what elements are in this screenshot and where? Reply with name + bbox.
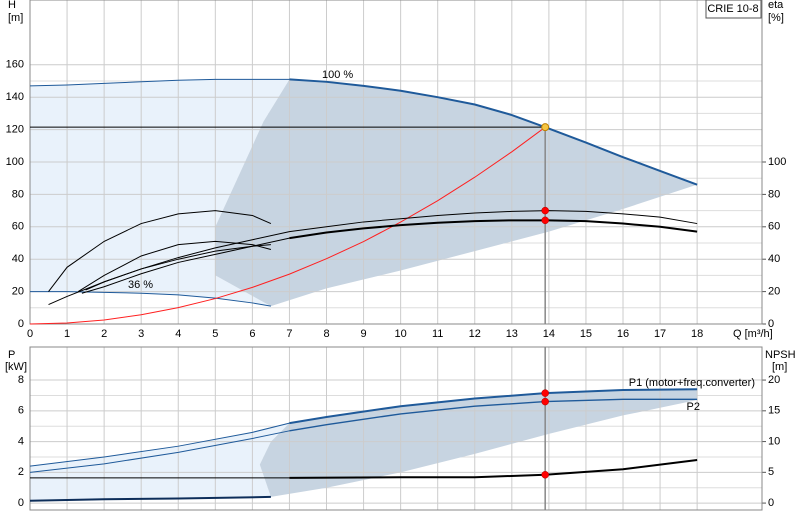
operating-area [259,389,698,497]
operating-point [541,123,550,132]
curve [289,388,698,425]
x-tick-label: 15 [580,328,592,340]
curve [289,459,698,479]
curve-label: P2 [687,401,700,413]
y2-tick-label: 20 [768,286,780,298]
x-tick-label: 0 [27,328,33,340]
curve [77,240,272,293]
y2-tick-label: 20 [768,374,780,386]
y2-axis-label: NPSH [765,349,796,361]
y-tick-label: 60 [12,221,24,233]
operating-area [30,423,290,501]
y2-tick-label: 60 [768,221,780,233]
y2-tick-label: 0 [768,497,774,509]
curve [48,244,271,306]
x-tick-label: 4 [175,328,181,340]
x-tick-label: 9 [361,328,367,340]
curve-label: 36 % [128,279,153,291]
x-tick-label: 14 [543,328,555,340]
y2-axis-label: eta [768,0,784,11]
chart-title: CRIE 10-8 [707,3,758,15]
y-tick-label: 100 [6,156,24,168]
y2-tick-label: 5 [768,466,774,478]
y-tick-label: 4 [18,435,24,447]
y-tick-label: 140 [6,91,24,103]
curve [29,495,271,502]
y-tick-label: 40 [12,253,24,265]
curve [289,78,698,186]
x-tick-label: 11 [432,328,443,340]
y2-tick-label: 100 [768,156,786,168]
y-tick-label: 8 [18,374,24,386]
x-tick-label: 2 [101,328,107,340]
y2-tick-label: 80 [768,188,780,200]
x-tick-label: 7 [286,328,292,340]
x-tick-label: 5 [212,328,218,340]
x-tick-label: 8 [323,328,329,340]
curve [85,210,698,291]
duty-point [541,471,549,479]
y2-tick-label: 10 [768,435,780,447]
curve-label: P1 (motor+freq.converter) [629,377,755,389]
x-tick-label: 6 [249,328,255,340]
y-tick-label: 120 [6,124,24,136]
x-tick-label: 12 [469,328,481,340]
y2-tick-label: 40 [768,253,780,265]
y-tick-label: 0 [18,497,24,509]
curve-label: 100 % [322,69,353,81]
x-tick-label: 17 [654,328,666,340]
plot-border [29,0,763,325]
curve [289,398,698,432]
y-axis-label: [m] [8,12,23,24]
curve [48,210,272,292]
curve [29,126,546,325]
y-tick-label: 0 [18,318,24,330]
plot-border [29,346,763,511]
duty-point [541,389,549,397]
y2-axis-label: [%] [768,12,784,24]
x-tick-label: 16 [617,328,629,340]
title-box [705,0,762,19]
x-tick-label: 3 [138,328,144,340]
operating-area [215,79,698,307]
curve [29,422,290,467]
y2-tick-label: 0 [768,318,774,330]
duty-point [541,206,549,215]
x-axis-label: Q [m³/h] [733,328,773,340]
y2-tick-label: 15 [768,405,780,417]
curve [29,430,290,473]
curve [30,291,271,307]
curve [289,219,698,240]
x-tick-label: 13 [506,328,518,340]
y-tick-label: 2 [18,466,24,478]
y-tick-label: 160 [6,59,24,71]
y-axis-label: H [8,0,16,11]
x-tick-label: 1 [64,328,70,340]
curve [29,78,290,87]
y-axis-label: [kW] [5,361,27,373]
x-tick-label: 10 [395,328,407,340]
x-tick-label: 18 [691,328,703,340]
duty-point [541,216,549,225]
y-tick-label: 20 [12,286,24,298]
y-tick-label: 80 [12,188,24,200]
y-axis-label: P [8,349,15,361]
y2-axis-label: [m] [772,361,787,373]
y-tick-label: 6 [18,405,24,417]
operating-area [30,79,290,307]
duty-point [541,397,549,406]
